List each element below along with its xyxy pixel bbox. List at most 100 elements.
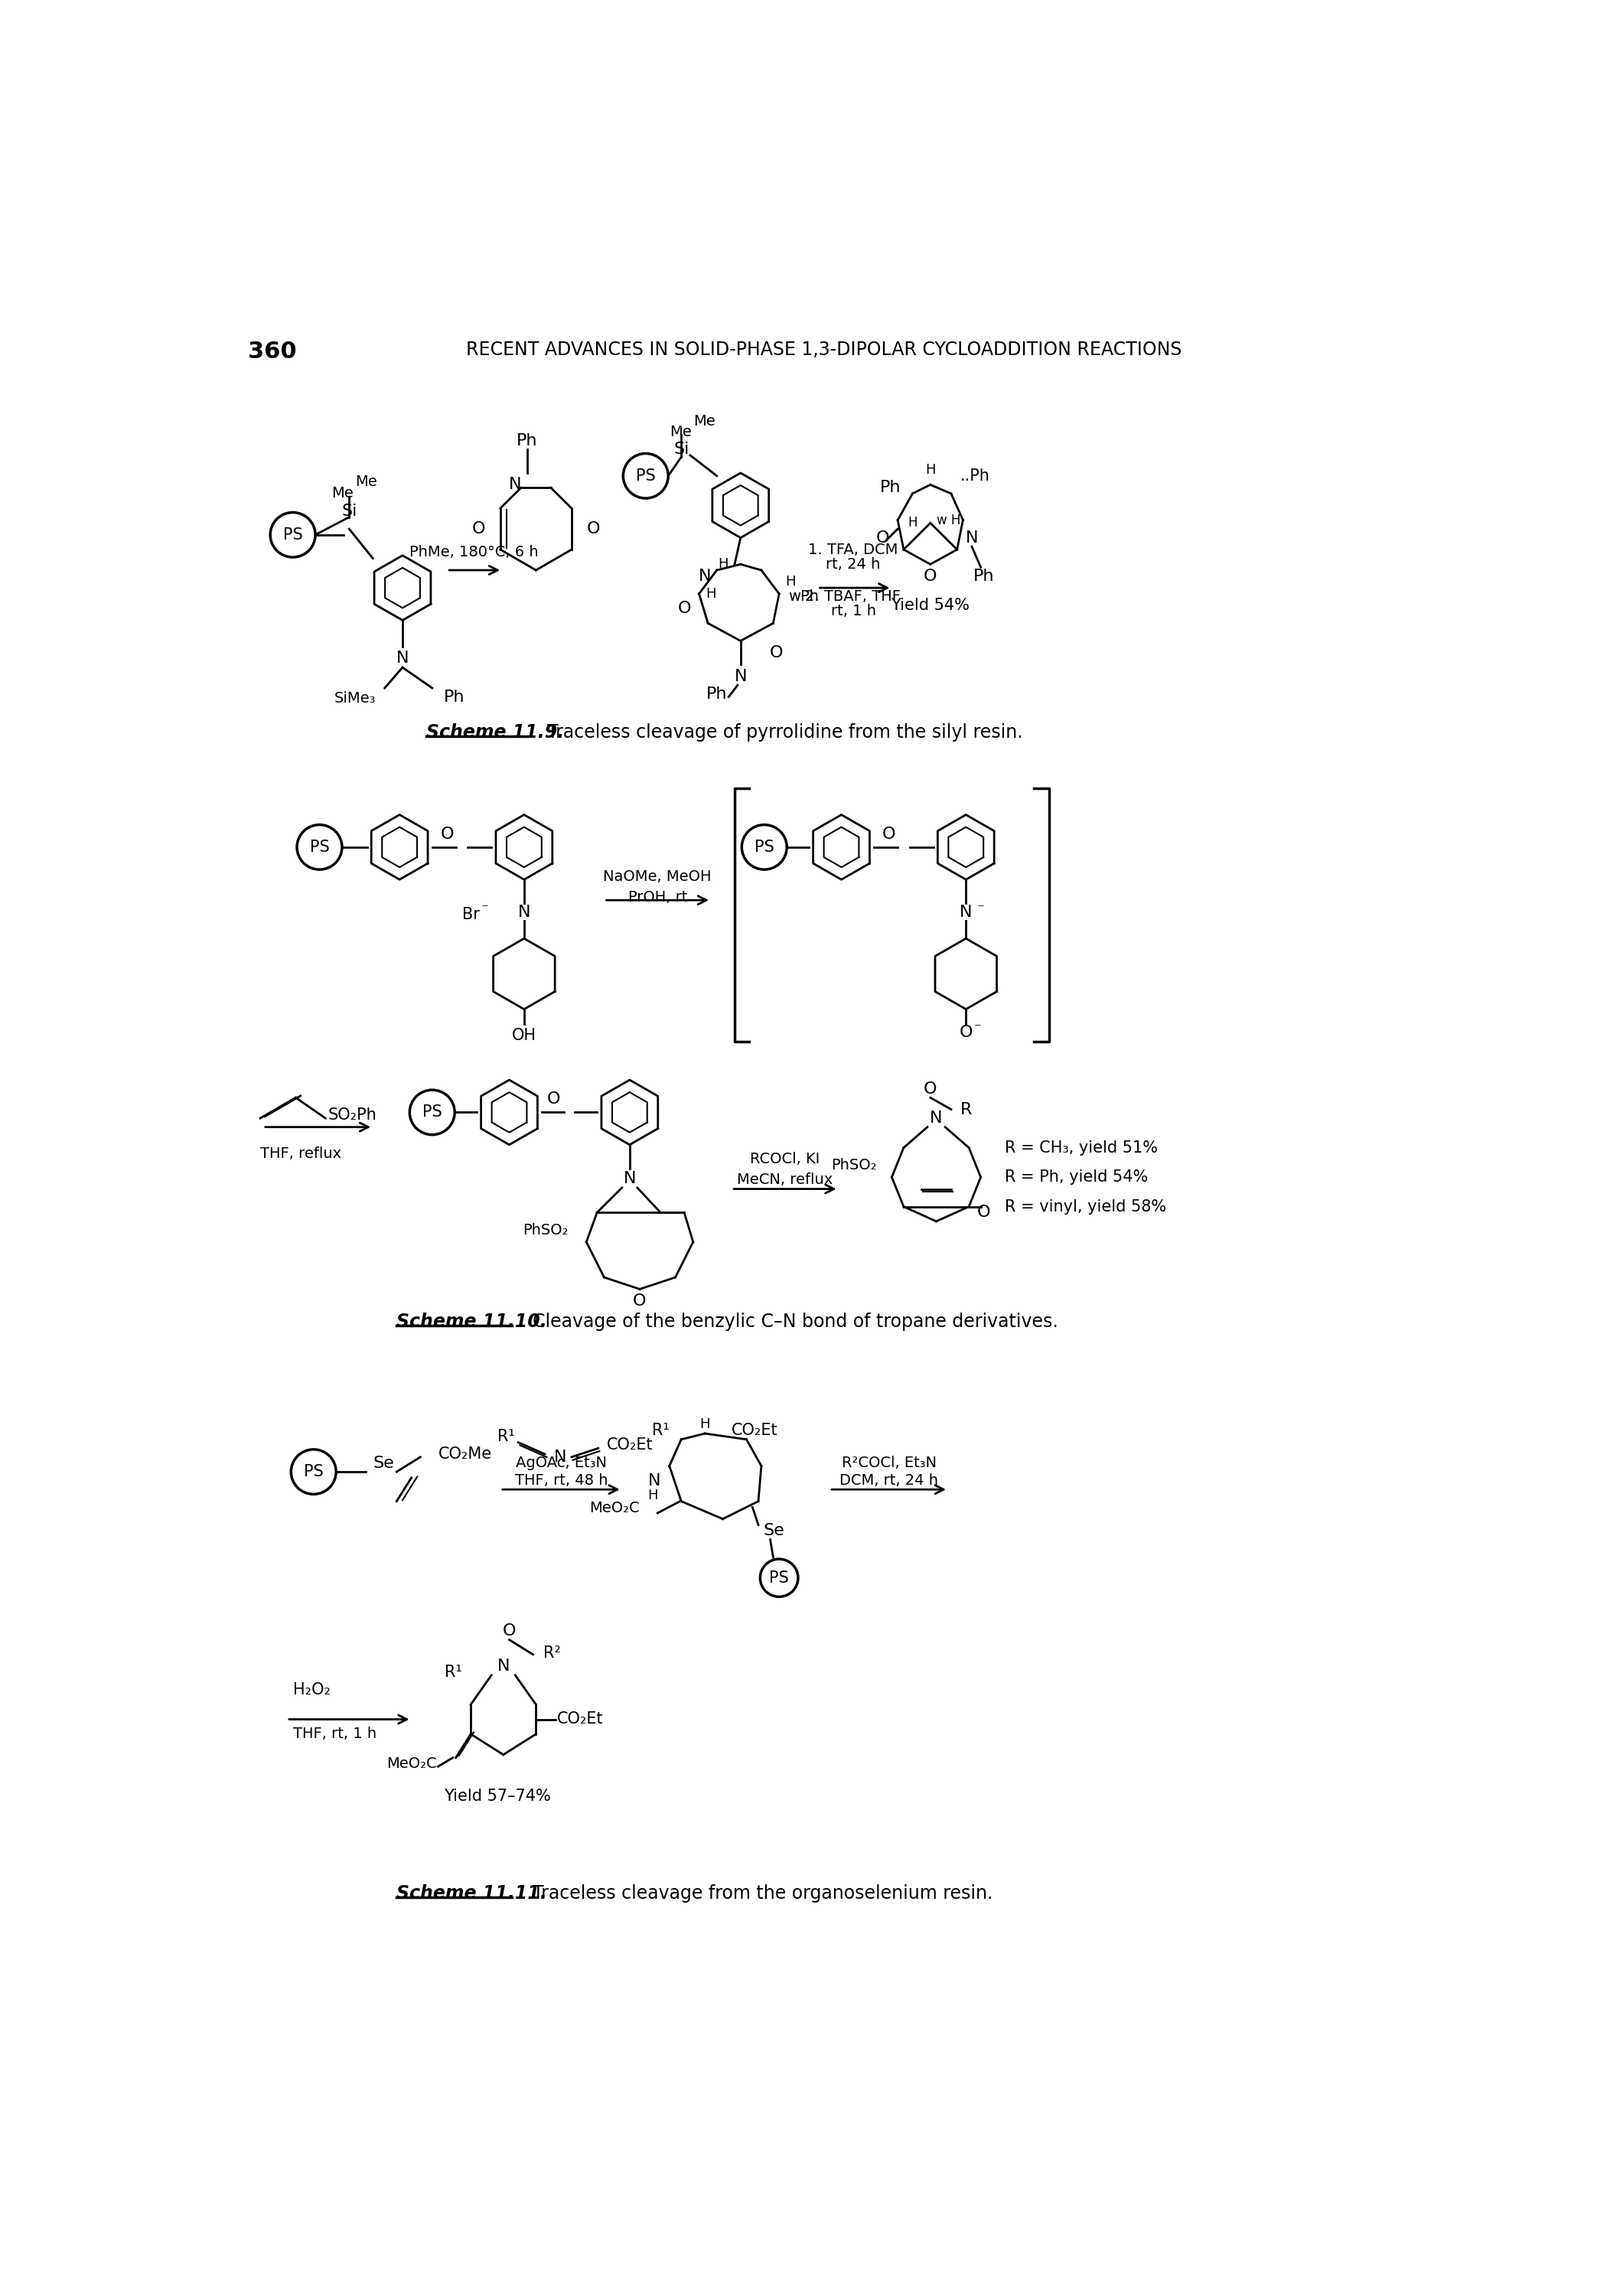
Text: MeO₂C: MeO₂C: [387, 1756, 437, 1770]
Text: Ph: Ph: [444, 689, 464, 705]
Text: PhSO₂: PhSO₂: [831, 1157, 877, 1173]
Text: O: O: [546, 1091, 561, 1107]
Text: SO₂Ph: SO₂Ph: [328, 1107, 378, 1123]
Text: 2. TBAF, THF: 2. TBAF, THF: [805, 590, 902, 604]
Text: R¹: R¹: [445, 1665, 461, 1681]
Text: Me: Me: [355, 475, 378, 489]
Text: PrOH, rt: PrOH, rt: [628, 891, 688, 905]
Text: PS: PS: [423, 1104, 442, 1120]
Text: H: H: [786, 574, 795, 588]
Text: R: R: [959, 1102, 972, 1118]
Text: PS: PS: [310, 840, 329, 854]
Text: H₂O₂: H₂O₂: [292, 1683, 331, 1697]
Circle shape: [291, 1449, 336, 1495]
Text: rt, 1 h: rt, 1 h: [831, 604, 876, 618]
Text: wPh: wPh: [787, 590, 818, 604]
Circle shape: [270, 512, 315, 558]
Circle shape: [624, 455, 669, 498]
Text: N: N: [624, 1171, 636, 1187]
Text: ⁻: ⁻: [482, 902, 489, 916]
Text: OH: OH: [513, 1029, 537, 1042]
Text: THF, reflux: THF, reflux: [260, 1146, 341, 1162]
Text: AgOAc, Et₃N: AgOAc, Et₃N: [516, 1456, 607, 1469]
Text: O: O: [876, 530, 890, 546]
Text: N: N: [554, 1449, 566, 1465]
Text: DCM, rt, 24 h: DCM, rt, 24 h: [839, 1474, 938, 1488]
Text: Ph: Ph: [879, 480, 900, 496]
Text: O: O: [977, 1205, 990, 1219]
Circle shape: [742, 824, 787, 870]
Text: Me: Me: [331, 487, 354, 501]
Text: THF, rt, 48 h: THF, rt, 48 h: [514, 1474, 607, 1488]
Text: THF, rt, 1 h: THF, rt, 1 h: [292, 1727, 376, 1740]
Text: Scheme 11.11.: Scheme 11.11.: [397, 1885, 546, 1903]
Text: Yield 57–74%: Yield 57–74%: [444, 1789, 551, 1805]
Circle shape: [760, 1559, 799, 1596]
Text: RCOCl, KI: RCOCl, KI: [750, 1153, 820, 1166]
Text: Scheme 11.9.: Scheme 11.9.: [426, 723, 564, 742]
Text: PS: PS: [283, 528, 302, 542]
Text: CO₂Me: CO₂Me: [439, 1446, 492, 1463]
Text: H: H: [908, 517, 918, 530]
Text: Traceless cleavage of pyrrolidine from the silyl resin.: Traceless cleavage of pyrrolidine from t…: [537, 723, 1024, 742]
Text: R²: R²: [543, 1646, 561, 1660]
Text: Me: Me: [693, 413, 715, 429]
Text: Se: Se: [763, 1522, 784, 1538]
Text: CO₂Et: CO₂Et: [607, 1437, 654, 1453]
Text: Ph: Ph: [707, 687, 728, 703]
Text: N: N: [699, 569, 710, 583]
Text: O: O: [924, 569, 937, 583]
Text: N: N: [648, 1474, 660, 1488]
Text: CO₂Et: CO₂Et: [556, 1713, 603, 1727]
Text: w H: w H: [937, 514, 961, 528]
Text: rt, 24 h: rt, 24 h: [826, 558, 881, 572]
Text: MeCN, reflux: MeCN, reflux: [738, 1173, 832, 1187]
Text: N: N: [930, 1111, 943, 1125]
Text: ⁻: ⁻: [974, 1022, 982, 1035]
Circle shape: [297, 824, 342, 870]
Text: N: N: [734, 668, 747, 684]
Text: O: O: [924, 1081, 937, 1097]
Circle shape: [410, 1091, 455, 1134]
Text: Me: Me: [670, 425, 691, 439]
Text: Ph: Ph: [974, 569, 995, 583]
Text: H: H: [926, 464, 935, 478]
Text: Ph: Ph: [516, 434, 538, 448]
Text: PS: PS: [770, 1570, 789, 1587]
Text: Se: Se: [373, 1456, 394, 1472]
Text: N: N: [966, 530, 979, 546]
Text: Scheme 11.10.: Scheme 11.10.: [397, 1313, 546, 1332]
Text: O: O: [959, 1024, 972, 1040]
Text: PhSO₂: PhSO₂: [522, 1224, 569, 1238]
Text: PS: PS: [636, 468, 656, 484]
Text: N: N: [397, 652, 408, 666]
Text: R¹: R¹: [498, 1428, 516, 1444]
Text: H: H: [718, 558, 728, 572]
Text: N: N: [508, 478, 521, 491]
Text: R = Ph, yield 54%: R = Ph, yield 54%: [1004, 1169, 1147, 1185]
Text: RECENT ADVANCES IN SOLID-PHASE 1,3-DIPOLAR CYCLOADDITION REACTIONS: RECENT ADVANCES IN SOLID-PHASE 1,3-DIPOL…: [466, 340, 1181, 358]
Text: SiMe₃: SiMe₃: [334, 691, 376, 705]
Text: N: N: [497, 1658, 509, 1674]
Text: PhMe, 180°C, 6 h: PhMe, 180°C, 6 h: [410, 544, 538, 560]
Text: CO₂Et: CO₂Et: [731, 1424, 778, 1437]
Text: Si: Si: [673, 441, 689, 457]
Text: O: O: [633, 1293, 646, 1309]
Text: O: O: [440, 827, 453, 843]
Text: H: H: [648, 1488, 657, 1502]
Text: O: O: [587, 521, 599, 537]
Text: R = CH₃, yield 51%: R = CH₃, yield 51%: [1004, 1141, 1157, 1155]
Text: R¹: R¹: [652, 1424, 670, 1437]
Text: R = vinyl, yield 58%: R = vinyl, yield 58%: [1004, 1199, 1167, 1215]
Text: Si: Si: [341, 503, 357, 519]
Text: ..Ph: ..Ph: [959, 468, 990, 484]
Text: MeO₂C: MeO₂C: [590, 1502, 640, 1515]
Text: PS: PS: [754, 840, 775, 854]
Text: O: O: [770, 645, 783, 661]
Text: 360: 360: [249, 340, 297, 363]
Text: Traceless cleavage from the organoselenium resin.: Traceless cleavage from the organoseleni…: [521, 1885, 993, 1903]
Text: O: O: [678, 602, 691, 615]
Text: N: N: [517, 905, 530, 921]
Text: Cleavage of the benzylic C–N bond of tropane derivatives.: Cleavage of the benzylic C–N bond of tro…: [521, 1313, 1057, 1332]
Text: PS: PS: [304, 1465, 323, 1479]
